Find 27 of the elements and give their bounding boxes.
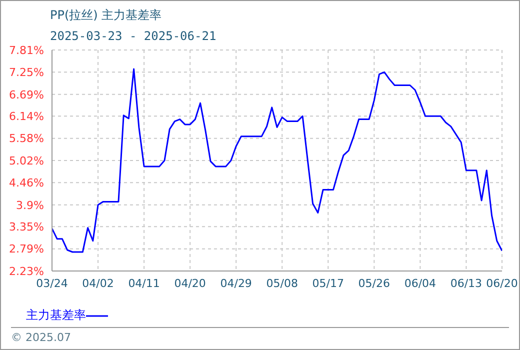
x-tick-label: 04/20 (174, 276, 206, 290)
x-tick-label: 06/04 (404, 276, 436, 290)
x-tick-label: 03/24 (36, 276, 68, 290)
y-tick-label: 6.14% (9, 110, 44, 124)
line-series (52, 68, 502, 253)
x-tick-label: 04/29 (220, 276, 252, 290)
x-tick-label: 06/20 (486, 276, 518, 290)
text: © 2025.07 (11, 331, 71, 344)
x-tick-label: 05/17 (312, 276, 344, 290)
y-tick-label: 3.35% (9, 220, 44, 234)
y-tick-label: 3.9% (16, 198, 44, 212)
y-tick-label: 7.81% (9, 44, 44, 57)
y-tick-label: 6.69% (9, 88, 44, 102)
y-tick-label: 2.79% (9, 242, 44, 256)
y-tick-label: 4.46% (9, 176, 44, 190)
y-tick-label: 7.25% (9, 66, 44, 80)
legend-label: 主力基差率 (26, 307, 87, 324)
x-tick-label: 04/11 (128, 276, 160, 290)
y-tick-label: 5.02% (9, 154, 44, 168)
x-tick-label: 05/26 (358, 276, 390, 290)
chart-title: PP(拉丝) 主力基差率 (50, 7, 162, 24)
x-tick-label: 04/02 (82, 276, 114, 290)
y-tick-label: 2.23% (9, 264, 44, 278)
chart-subtitle: 2025-03-23 - 2025-06-21 (50, 29, 216, 43)
x-tick-label: 05/08 (266, 276, 298, 290)
x-tick-label: 06/13 (450, 276, 482, 290)
y-tick-label: 5.58% (9, 132, 44, 146)
